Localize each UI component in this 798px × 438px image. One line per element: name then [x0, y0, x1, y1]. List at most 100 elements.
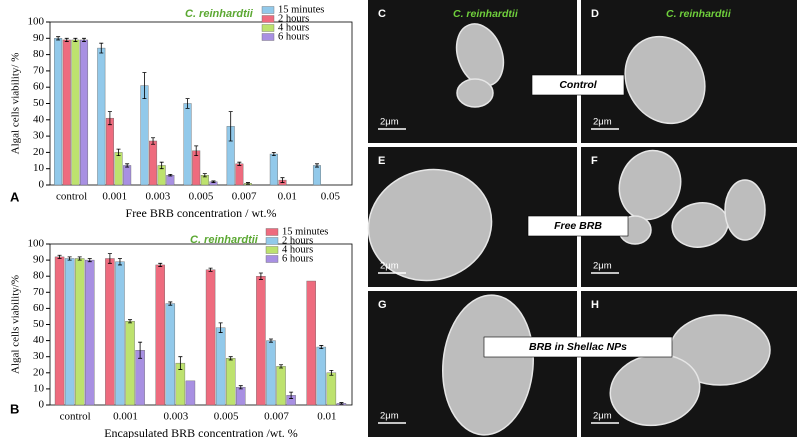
error-bar [128, 319, 133, 324]
y-tick-label: 100 [28, 16, 45, 28]
y-tick-label: 40 [33, 334, 45, 346]
panel-letter: E [378, 155, 385, 167]
error-bar [218, 322, 223, 333]
chart-title: C. reinhardtii [190, 234, 259, 246]
legend-swatch [261, 15, 275, 23]
y-tick-label: 10 [33, 382, 45, 394]
legend-swatch [265, 246, 279, 254]
y-axis-label: Algal cells viability/% [10, 275, 22, 374]
error-bar [339, 402, 344, 405]
error-bar [319, 345, 324, 350]
legend-swatch [261, 33, 275, 41]
panel-label: A [10, 189, 20, 204]
bar [165, 303, 176, 406]
scale-label: 2μm [593, 261, 612, 272]
scale-label: 2μm [593, 411, 612, 422]
bar [155, 264, 165, 406]
error-bar [168, 174, 173, 177]
error-bar [168, 301, 173, 306]
bar [125, 321, 135, 406]
species-label: C. reinhardtii [666, 8, 732, 20]
x-tick-label: 0.005 [189, 191, 214, 203]
x-tick-label: control [60, 411, 91, 423]
y-tick-label: 0 [39, 179, 45, 191]
error-bar [194, 145, 199, 157]
cell [455, 23, 505, 87]
bar [114, 152, 123, 186]
error-bar [64, 37, 69, 42]
x-tick-label: 0.003 [163, 411, 188, 423]
bar [225, 358, 236, 406]
legend-label: 15 minutes [282, 226, 328, 237]
error-bar [87, 258, 92, 263]
cell [724, 179, 766, 241]
y-tick-label: 70 [33, 286, 45, 298]
legend-swatch [265, 255, 279, 263]
error-bar [158, 262, 163, 267]
panel-letter: F [591, 155, 598, 167]
error-bar [245, 182, 250, 185]
chart-title: C. reinhardtii [185, 8, 254, 20]
y-tick-label: 100 [28, 238, 45, 250]
caption: Free BRB [554, 220, 602, 232]
y-tick-label: 50 [33, 318, 45, 330]
error-bar [151, 137, 156, 145]
legend-label: 4 hours [282, 244, 313, 255]
bar [326, 372, 337, 406]
error-bar [268, 338, 273, 343]
x-axis-label: Free BRB concentration / wt.% [126, 206, 277, 220]
plot-area [49, 21, 353, 186]
y-tick-label: 30 [33, 350, 45, 362]
x-tick-label: control [56, 191, 87, 203]
legend-swatch [261, 24, 275, 32]
error-bar [67, 256, 72, 261]
y-tick-label: 20 [33, 146, 45, 158]
bar [54, 38, 63, 186]
panel-letter: C [378, 8, 386, 20]
y-tick-label: 60 [33, 81, 45, 93]
cell [624, 35, 706, 125]
error-bar [185, 98, 190, 109]
legend-swatch [265, 228, 279, 236]
error-bar [116, 148, 121, 157]
y-tick-label: 90 [33, 32, 45, 44]
error-bar [228, 111, 233, 142]
x-tick-label: 0.01 [278, 191, 297, 203]
scale-label: 2μm [380, 117, 399, 128]
x-tick-label: 0.05 [321, 191, 341, 203]
caption-box [531, 74, 625, 96]
error-bar [279, 364, 284, 369]
error-bar [117, 258, 122, 266]
panel-letter: H [591, 299, 599, 311]
error-bar [56, 36, 61, 41]
error-bar [271, 152, 276, 157]
x-tick-label: 0.007 [232, 191, 257, 203]
bar [123, 165, 132, 186]
bar [205, 269, 216, 406]
caption-box [483, 336, 673, 358]
legend-label: 6 hours [278, 31, 309, 42]
error-bar [57, 254, 62, 259]
y-tick-label: 80 [33, 270, 45, 282]
error-bar [73, 37, 78, 42]
bar [105, 258, 115, 406]
error-bar [237, 161, 242, 166]
bar [166, 175, 175, 186]
bar [62, 39, 71, 186]
caption: BRB in Shellac NPs [529, 341, 627, 353]
x-axis-label: Encapsulated BRB concentration /wt. % [104, 426, 298, 438]
bar [140, 85, 149, 186]
x-tick-label: 0.007 [264, 411, 289, 423]
y-tick-label: 80 [33, 48, 45, 60]
caption-box [527, 215, 629, 237]
error-bar [211, 180, 216, 183]
legend-swatch [261, 6, 275, 14]
y-tick-label: 90 [33, 254, 45, 266]
legend-label: 6 hours [282, 253, 313, 264]
y-tick-label: 60 [33, 302, 45, 314]
error-bar [107, 111, 112, 126]
bar [236, 387, 246, 406]
error-bar [77, 256, 82, 261]
error-bar [238, 385, 243, 390]
y-tick-label: 30 [33, 130, 45, 142]
